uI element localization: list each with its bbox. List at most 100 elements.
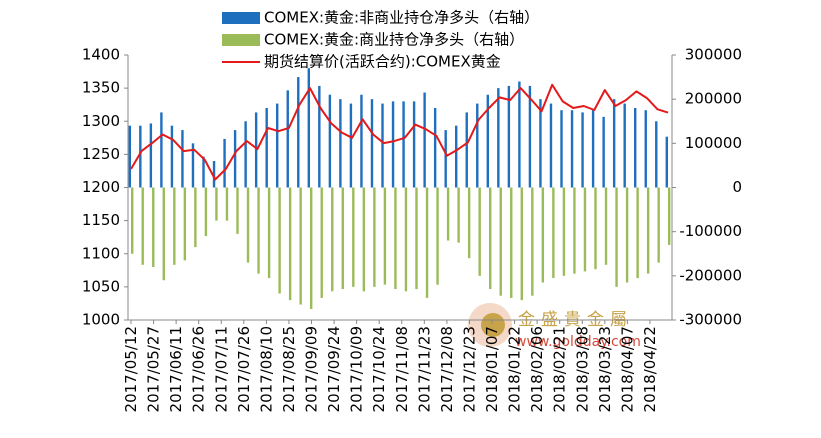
- bar: [394, 187, 397, 290]
- bar: [415, 187, 418, 290]
- bar: [341, 187, 344, 290]
- bar: [625, 187, 629, 283]
- bar: [194, 187, 197, 248]
- y2-tick-label: 0: [732, 178, 742, 196]
- x-tick-label: 2017/05/12: [122, 326, 140, 412]
- y2-tick-label: -300000: [679, 311, 742, 329]
- x-tick-label: 2018/03/08: [573, 326, 591, 412]
- line: [130, 83, 669, 181]
- x-tick-label: 2018/02/21: [551, 326, 569, 412]
- legend-swatch: [222, 12, 260, 24]
- bar: [510, 187, 513, 298]
- x-tick-label: 2017/08/10: [257, 326, 275, 412]
- bar: [328, 94, 332, 188]
- bar: [552, 187, 555, 279]
- bar: [162, 187, 165, 281]
- bar: [215, 187, 218, 221]
- bar: [339, 99, 342, 188]
- x-tick-label: 2017/08/25: [280, 326, 298, 412]
- bar: [531, 187, 534, 296]
- y2-tick-label: 100000: [685, 134, 742, 152]
- bar: [404, 187, 408, 292]
- bar: [236, 187, 239, 234]
- bar: [507, 85, 511, 188]
- bar: [478, 187, 481, 276]
- y-tick-label: 1350: [82, 79, 120, 97]
- x-tick-label: 2017/11/08: [393, 326, 411, 412]
- bar: [152, 187, 155, 267]
- bar: [520, 187, 523, 301]
- bar: [591, 110, 595, 188]
- legend-label: 期货结算价(活跃合约):COMEX黄金: [264, 53, 501, 71]
- x-tick-label: 2017/10/09: [348, 326, 366, 412]
- bar: [360, 94, 363, 188]
- bar: [668, 187, 671, 245]
- bar: [655, 121, 658, 188]
- bar: [446, 187, 450, 241]
- y-tick-label: 1150: [82, 211, 120, 229]
- bar: [244, 121, 247, 188]
- bar: [246, 187, 250, 263]
- bar: [499, 187, 502, 296]
- x-tick-label: 2017/09/09: [303, 326, 321, 412]
- bar: [594, 187, 597, 270]
- x-tick-label: 2017/12/08: [438, 326, 456, 412]
- bar: [310, 187, 313, 309]
- bar: [139, 125, 142, 188]
- bar: [615, 187, 618, 287]
- x-tick-label: 2017/12/23: [460, 326, 478, 412]
- bar: [402, 101, 405, 188]
- bar: [381, 103, 384, 188]
- bar: [225, 187, 229, 221]
- bar: [528, 85, 532, 188]
- bar: [278, 187, 281, 294]
- bar: [286, 90, 289, 188]
- bar: [297, 77, 300, 188]
- x-tick-label: 2017/07/26: [235, 326, 253, 412]
- bar: [489, 187, 492, 290]
- bar: [425, 187, 429, 298]
- bar: [541, 187, 545, 283]
- bar: [570, 110, 574, 188]
- bar: [131, 187, 134, 254]
- bar: [160, 112, 163, 188]
- bar: [444, 130, 447, 188]
- y-tick-label: 1000: [82, 311, 120, 329]
- bar: [604, 187, 608, 265]
- bar: [549, 103, 553, 188]
- x-tick-label: 2017/11/23: [415, 326, 433, 412]
- y-tick-label: 1300: [82, 112, 120, 130]
- y-tick-label: 1100: [82, 244, 120, 262]
- bar: [423, 92, 426, 188]
- x-tick-label: 2017/05/27: [145, 326, 163, 412]
- bar: [539, 99, 542, 188]
- bar: [233, 130, 237, 188]
- bar: [370, 99, 374, 188]
- bar: [562, 187, 566, 276]
- x-tick-label: 2018/04/07: [618, 326, 636, 412]
- bar: [636, 187, 639, 279]
- bar: [476, 103, 479, 188]
- bar: [373, 187, 376, 287]
- bar: [623, 103, 626, 188]
- bar: [331, 187, 334, 292]
- y-tick-label: 1200: [82, 178, 120, 196]
- bar: [573, 187, 576, 274]
- legend-label: COMEX:黄金:商业持仓净多头（右轴）: [264, 31, 524, 49]
- bar: [320, 187, 323, 298]
- legend-swatch: [222, 34, 260, 46]
- bar: [318, 85, 321, 188]
- bar: [254, 112, 258, 188]
- x-tick-label: 2018/01/22: [506, 326, 524, 412]
- bar: [457, 187, 460, 243]
- bar: [349, 103, 353, 188]
- bar: [299, 187, 302, 305]
- bar: [128, 125, 131, 188]
- x-tick-label: 2018/03/23: [596, 326, 614, 412]
- bar: [170, 125, 174, 188]
- x-tick-label: 2018/01/07: [483, 326, 501, 412]
- bar: [223, 138, 226, 188]
- bar: [560, 110, 563, 188]
- bar: [644, 110, 647, 188]
